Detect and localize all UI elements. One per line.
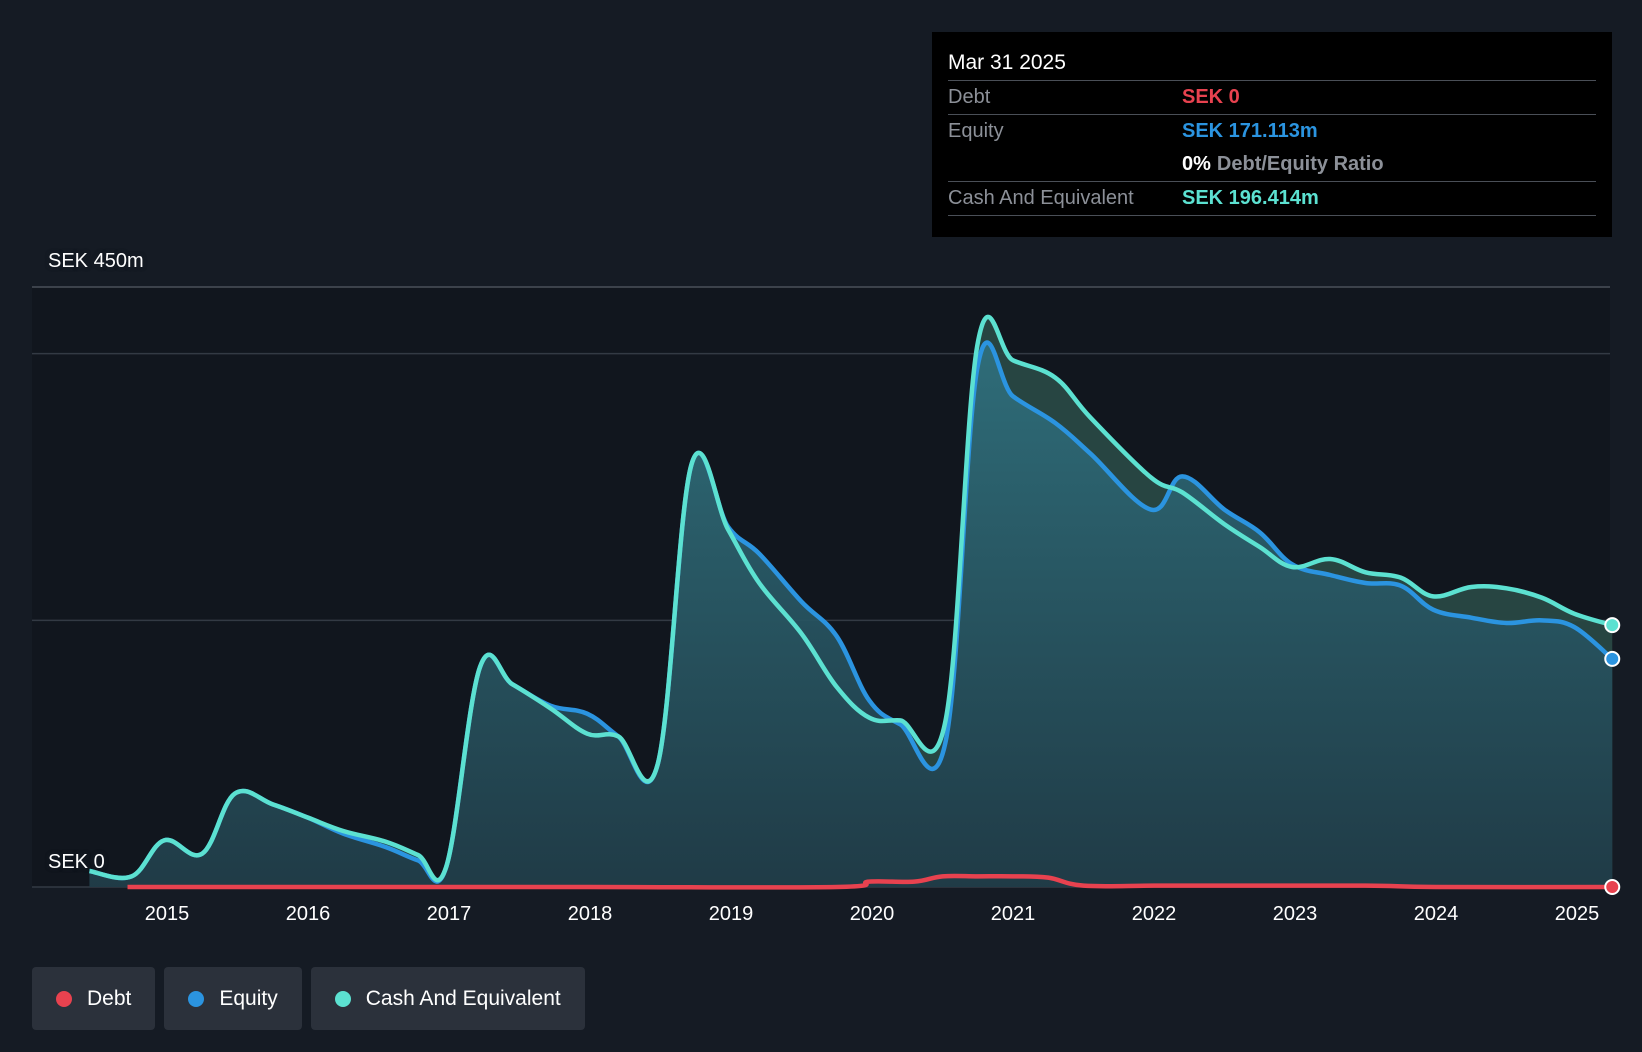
legend-label-equity: Equity: [219, 986, 278, 1010]
y-axis-top-label: SEK 450m: [48, 250, 144, 272]
tooltip-ratio-value: 0%: [1182, 153, 1211, 175]
tooltip-ratio-label: Debt/Equity Ratio: [1216, 153, 1384, 175]
tooltip-debt-label: Debt: [948, 86, 991, 108]
cash-line: [89, 314, 1613, 883]
tooltip-equity-value: SEK 171.113m: [1182, 120, 1318, 142]
equity-area: [89, 342, 1613, 887]
debt-dot-icon: [56, 990, 72, 1007]
equity-line: [89, 340, 1614, 884]
legend-item-equity[interactable]: Equity: [164, 967, 302, 1030]
tooltip-cash-label: Cash And Equivalent: [948, 187, 1134, 209]
x-tick-label: 2023: [1273, 903, 1318, 925]
tooltip-date: Mar 31 2025: [948, 51, 1066, 74]
tooltip-debt-value: SEK 0: [1182, 86, 1240, 108]
x-tick-label: 2020: [850, 903, 895, 925]
x-tick-label: 2025: [1555, 903, 1600, 925]
y-axis-bottom-label: SEK 0: [48, 851, 105, 873]
legend-item-debt[interactable]: Debt: [32, 967, 156, 1030]
debt-line: [127, 873, 1613, 890]
x-tick-label: 2015: [145, 903, 190, 925]
tooltip-cash-value: SEK 196.414m: [1182, 187, 1319, 209]
x-tick-label: 2021: [991, 903, 1036, 925]
tooltip: Mar 31 2025 Debt SEK 0 Equity SEK 171.11…: [932, 32, 1612, 237]
legend: Debt Equity Cash And Equivalent: [32, 967, 585, 1030]
equity-end-marker: [1604, 650, 1621, 667]
x-tick-label: 2024: [1414, 903, 1459, 925]
x-tick-label: 2016: [286, 903, 331, 925]
legend-label-cash: Cash And Equivalent: [365, 986, 561, 1010]
x-tick-label: 2017: [427, 903, 472, 925]
tooltip-row-ratio: 0% Debt/Equity Ratio: [948, 148, 1596, 181]
cash-end-marker: [1604, 617, 1621, 634]
legend-item-cash[interactable]: Cash And Equivalent: [310, 967, 585, 1030]
tooltip-row-debt: Debt SEK 0: [948, 80, 1596, 114]
tooltip-equity-label: Equity: [948, 120, 1004, 142]
legend-label-debt: Debt: [87, 986, 132, 1010]
x-tick-label: 2019: [709, 903, 754, 925]
x-tick-label: 2018: [568, 903, 613, 925]
debt-end-marker: [1604, 879, 1621, 895]
x-tick-label: 2022: [1132, 903, 1177, 925]
tooltip-row-equity: Equity SEK 171.113m: [948, 114, 1596, 148]
equity-dot-icon: [188, 990, 205, 1007]
tooltip-row-cash: Cash And Equivalent SEK 196.414m: [948, 181, 1596, 216]
cash-dot-icon: [334, 990, 351, 1007]
